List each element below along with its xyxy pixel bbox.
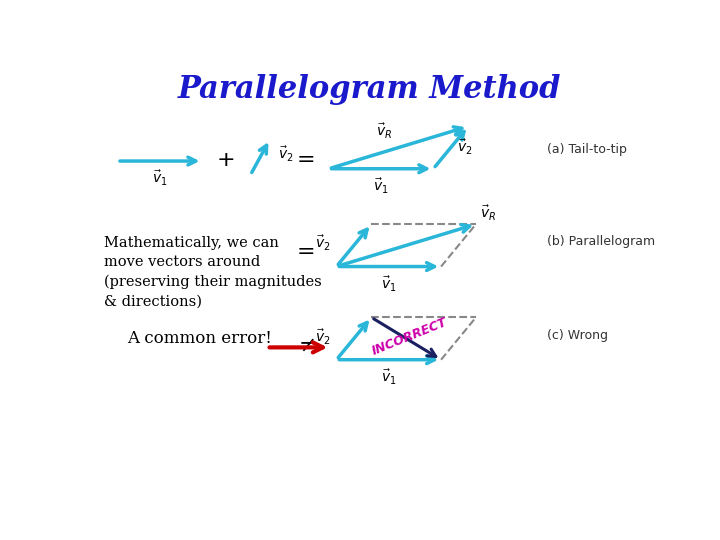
Text: $\vec{v}_R$: $\vec{v}_R$	[376, 123, 392, 141]
Text: $\vec{v}_1$: $\vec{v}_1$	[381, 368, 397, 387]
Text: $\vec{v}_2$: $\vec{v}_2$	[279, 145, 294, 164]
Text: +: +	[216, 150, 235, 170]
Text: $\vec{v}_R$: $\vec{v}_R$	[480, 204, 496, 222]
Text: $\neq$: $\neq$	[294, 336, 317, 356]
Text: (c) Wrong: (c) Wrong	[547, 329, 608, 342]
Text: $\vec{v}_1$: $\vec{v}_1$	[381, 275, 397, 294]
Text: Mathematically, we can
move vectors around
(preserving their magnitudes
& direct: Mathematically, we can move vectors arou…	[104, 236, 322, 309]
Text: =: =	[296, 242, 315, 262]
Text: (a) Tail-to-tip: (a) Tail-to-tip	[547, 143, 627, 156]
Text: =: =	[296, 150, 315, 170]
Text: $\vec{v}_2$: $\vec{v}_2$	[457, 138, 472, 157]
Text: $\vec{v}_1$: $\vec{v}_1$	[373, 177, 389, 196]
Text: Parallelogram Method: Parallelogram Method	[177, 74, 561, 105]
Text: A common error!: A common error!	[127, 329, 272, 347]
Text: $\vec{v}_2$: $\vec{v}_2$	[315, 234, 330, 253]
Text: (b) Parallelogram: (b) Parallelogram	[547, 235, 655, 248]
Text: $\vec{v}_2$: $\vec{v}_2$	[315, 327, 330, 347]
Text: INCORRECT: INCORRECT	[370, 316, 450, 358]
Text: $\vec{v}_1$: $\vec{v}_1$	[152, 168, 168, 188]
